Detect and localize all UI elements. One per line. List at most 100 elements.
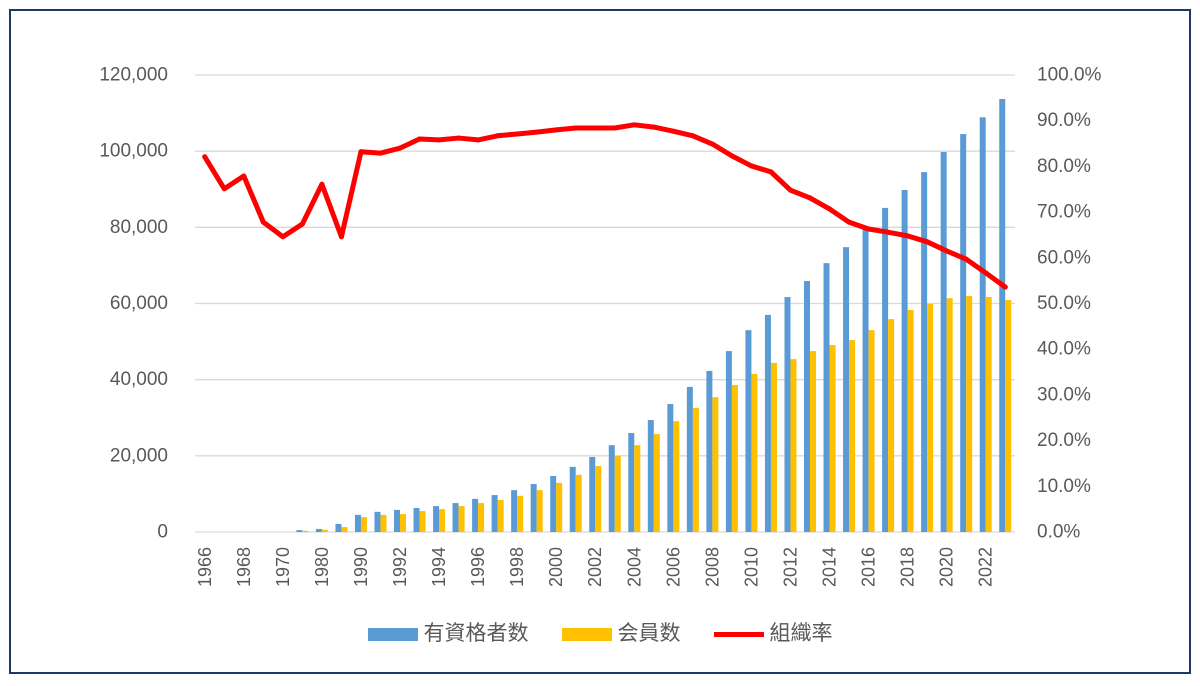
qualified-count-bar bbox=[550, 476, 557, 532]
organization-rate-point bbox=[417, 136, 423, 142]
organization-rate-point bbox=[631, 122, 637, 128]
x-axis-tick-label: 2008 bbox=[702, 547, 722, 587]
organization-rate-point bbox=[377, 150, 383, 156]
legend-label-member-count: 会員数 bbox=[617, 622, 681, 645]
y2-axis-tick-label: 50.0% bbox=[1037, 293, 1091, 314]
legend-swatch-member-count bbox=[561, 627, 612, 641]
member-count-bar bbox=[360, 517, 367, 532]
y2-axis-tick-label: 60.0% bbox=[1037, 247, 1091, 268]
organization-rate-point bbox=[534, 129, 540, 135]
member-count-bar bbox=[1005, 300, 1012, 532]
organization-rate-point bbox=[573, 125, 579, 131]
x-axis-tick-label: 2010 bbox=[741, 547, 761, 587]
member-count-bar bbox=[829, 345, 836, 532]
qualified-count-bar bbox=[843, 247, 850, 533]
qualified-count-bar bbox=[862, 228, 869, 532]
member-count-bar bbox=[849, 340, 856, 532]
x-axis-tick-label: 2004 bbox=[624, 547, 644, 587]
member-count-bar bbox=[614, 455, 621, 532]
member-count-bar bbox=[302, 530, 309, 532]
organization-rate-point bbox=[436, 137, 442, 143]
y2-axis-tick-label: 70.0% bbox=[1037, 202, 1091, 223]
x-axis-tick-label: 1980 bbox=[312, 547, 332, 587]
qualified-count-bar bbox=[921, 172, 928, 533]
primary-y-axis: 0 20,000 40,000 60,000 80,000 100,000 120,000 bbox=[99, 65, 168, 543]
legend-item-qualified-count: 有資格者数 bbox=[367, 621, 529, 647]
member-count-bar bbox=[946, 298, 953, 532]
qualified-count-bar bbox=[491, 495, 498, 532]
y2-axis-tick-label: 100.0% bbox=[1037, 65, 1102, 86]
organization-rate-point bbox=[202, 154, 208, 160]
qualified-count-bar bbox=[804, 281, 810, 532]
x-axis: 1966 1968 1970 1980 1990 1992 1994 1996 1998 2000… bbox=[195, 547, 996, 587]
qualified-count-bar bbox=[764, 314, 771, 532]
y-axis-tick-label: 40,000 bbox=[110, 369, 168, 390]
organization-rate-line bbox=[202, 122, 1008, 290]
member-count-bar bbox=[653, 434, 660, 532]
organization-rate-point bbox=[280, 234, 286, 240]
qualified-count-bar bbox=[433, 506, 440, 532]
x-axis-tick-label: 2006 bbox=[663, 547, 683, 587]
qualified-count-bar bbox=[784, 297, 791, 532]
legend-label-qualified-count: 有資格者数 bbox=[423, 622, 529, 645]
qualified-count-bar bbox=[452, 503, 459, 532]
legend-label-organization-rate: 組織率 bbox=[769, 622, 833, 645]
qualified-count-bar bbox=[686, 386, 693, 532]
member-count-bar bbox=[556, 482, 563, 532]
member-count-bar bbox=[439, 509, 446, 532]
qualified-count-bar bbox=[979, 117, 986, 533]
qualified-count-bar bbox=[530, 484, 537, 532]
qualified-count-bar bbox=[511, 490, 518, 532]
member-count-bar bbox=[692, 407, 699, 532]
organization-rate-point bbox=[748, 163, 754, 169]
y-axis-tick-label: 0 bbox=[157, 522, 168, 543]
organization-rate-point bbox=[495, 133, 501, 139]
qualified-count-bar bbox=[725, 351, 732, 532]
qualified-count-bar bbox=[901, 190, 908, 533]
x-axis-tick-label: 2016 bbox=[859, 547, 879, 587]
qualified-count-bar bbox=[999, 98, 1006, 533]
member-count-bar bbox=[595, 466, 602, 532]
chart-frame bbox=[9, 9, 1191, 674]
qualified-count-bar bbox=[608, 445, 615, 532]
y2-axis-tick-label: 90.0% bbox=[1037, 110, 1091, 131]
y2-axis-tick-label: 40.0% bbox=[1037, 339, 1091, 360]
x-axis-tick-label: 2000 bbox=[546, 547, 566, 587]
member-count-bar bbox=[380, 514, 387, 532]
organization-rate-point bbox=[299, 221, 305, 227]
x-axis-tick-label: 1998 bbox=[507, 547, 527, 587]
organization-rate-point bbox=[456, 135, 462, 141]
member-count-bar bbox=[341, 527, 348, 532]
organization-rate-point bbox=[553, 127, 559, 133]
legend-swatch-organization-rate bbox=[713, 631, 764, 637]
organization-rate-point bbox=[592, 125, 598, 131]
x-axis-tick-label: 2014 bbox=[820, 547, 840, 587]
member-count-bar bbox=[731, 384, 738, 532]
member-count-bar bbox=[712, 397, 719, 532]
y-axis-tick-label: 120,000 bbox=[99, 65, 168, 86]
organization-rate-point bbox=[846, 219, 852, 225]
qualified-count-bar bbox=[589, 456, 596, 532]
qualified-count-bar bbox=[413, 508, 420, 532]
organization-rate-point bbox=[651, 124, 657, 130]
y2-axis-tick-label: 10.0% bbox=[1037, 476, 1091, 497]
qualified-count-bar bbox=[335, 524, 342, 532]
member-count-bar bbox=[673, 421, 680, 532]
y2-axis-tick-label: 0.0% bbox=[1037, 522, 1080, 543]
x-axis-tick-label: 1990 bbox=[351, 547, 371, 587]
qualified-count-bar bbox=[315, 528, 322, 532]
x-axis-tick-label: 1994 bbox=[429, 547, 449, 587]
organization-rate-point bbox=[924, 239, 930, 245]
member-count-bar bbox=[321, 529, 328, 532]
member-count-bar bbox=[868, 330, 875, 532]
x-axis-tick-label: 2022 bbox=[976, 547, 996, 587]
organization-rate-point bbox=[241, 173, 247, 179]
secondary-y-axis: 0.0% 10.0% 20.0% 30.0% 40.0% 50.0% 60.0% 70.0% 8… bbox=[1037, 65, 1102, 543]
legend: 有資格者数 会員数 組織率 bbox=[0, 621, 1200, 647]
legend-swatch-qualified-count bbox=[367, 627, 418, 641]
organization-rate-point bbox=[905, 233, 911, 239]
qualified-count-bar bbox=[354, 514, 361, 532]
qualified-count-bar bbox=[647, 420, 654, 532]
member-count-bar bbox=[751, 373, 758, 532]
